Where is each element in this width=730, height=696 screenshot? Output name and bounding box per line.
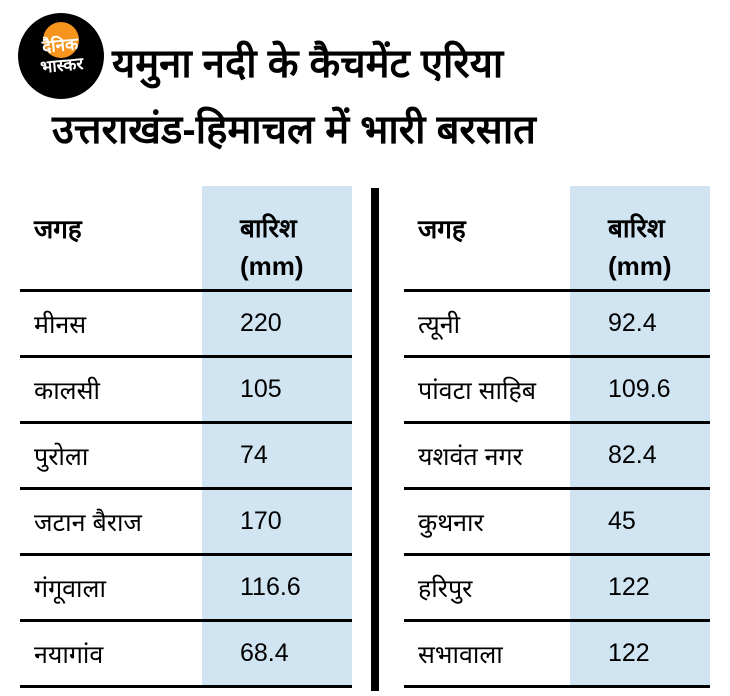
rain-value-cell: 105 <box>202 358 352 421</box>
table-header-row: जगह बारिश (mm) <box>404 186 710 292</box>
header-rain-line2: (mm) <box>240 250 304 281</box>
rain-value-cell: 116.6 <box>202 556 352 619</box>
header-rain-line1: बारिश <box>608 213 665 243</box>
rain-value-cell: 109.6 <box>570 358 710 421</box>
table-row: पांवटा साहिब 109.6 <box>404 358 710 424</box>
table-row: यशवंत नगर 82.4 <box>404 424 710 490</box>
header-rain: बारिश (mm) <box>570 186 710 289</box>
rain-value-cell: 68.4 <box>202 622 352 685</box>
rain-table-right: जगह बारिश (mm) त्यूनी 92.4 पांवटा साहिब … <box>404 186 710 688</box>
table-row: गंगूवाला 116.6 <box>20 556 352 622</box>
header-place: जगह <box>34 214 82 244</box>
place-cell: पुरोला <box>34 442 89 471</box>
table-row: नयागांव 68.4 <box>20 622 352 688</box>
logo-text-line2: भास्कर <box>39 54 85 77</box>
rain-value-cell: 82.4 <box>570 424 710 487</box>
rain-value-cell: 220 <box>202 292 352 355</box>
page-title-line1: यमुना नदी के कैचमेंट एरिया <box>112 42 504 86</box>
place-cell: त्यूनी <box>418 310 461 339</box>
table-header-row: जगह बारिश (mm) <box>20 186 352 292</box>
rain-value-cell: 45 <box>570 490 710 553</box>
header-place: जगह <box>418 214 466 244</box>
header-rain-line2: (mm) <box>608 250 672 281</box>
header-rain-line1: बारिश <box>240 213 297 243</box>
rain-value-cell: 122 <box>570 622 710 685</box>
place-cell: मीनस <box>34 310 87 339</box>
tables-area: जगह बारिश (mm) मीनस 220 कालसी 105 पुरोला… <box>0 186 730 696</box>
table-row: कालसी 105 <box>20 358 352 424</box>
table-row: कुथनार 45 <box>404 490 710 556</box>
table-row: मीनस 220 <box>20 292 352 358</box>
place-cell: हरिपुर <box>418 574 473 603</box>
place-cell: कुथनार <box>418 508 484 537</box>
rain-value-cell: 92.4 <box>570 292 710 355</box>
place-cell: पांवटा साहिब <box>418 376 536 405</box>
table-row: पुरोला 74 <box>20 424 352 490</box>
place-cell: सभावाला <box>418 640 503 669</box>
place-cell: नयागांव <box>34 640 104 669</box>
table-row: जटान बैराज 170 <box>20 490 352 556</box>
header-rain: बारिश (mm) <box>202 186 352 289</box>
dainik-bhaskar-logo: दैनिक भास्कर <box>18 13 104 99</box>
place-cell: जटान बैराज <box>34 508 142 537</box>
table-row: हरिपुर 122 <box>404 556 710 622</box>
page-title-line2: उत्तराखंड-हिमाचल में भारी बरसात <box>52 108 536 152</box>
logo-text: दैनिक भास्कर <box>18 13 104 99</box>
sun-icon <box>43 22 79 58</box>
table-row: त्यूनी 92.4 <box>404 292 710 358</box>
table-row: सभावाला 122 <box>404 622 710 688</box>
table-divider <box>371 188 379 691</box>
rain-value-cell: 170 <box>202 490 352 553</box>
place-cell: यशवंत नगर <box>418 442 523 471</box>
place-cell: कालसी <box>34 376 101 405</box>
header: दैनिक भास्कर यमुना नदी के कैचमेंट एरिया … <box>0 0 730 186</box>
rain-table-left: जगह बारिश (mm) मीनस 220 कालसी 105 पुरोला… <box>20 186 352 688</box>
rain-value-cell: 122 <box>570 556 710 619</box>
place-cell: गंगूवाला <box>34 574 106 603</box>
rain-value-cell: 74 <box>202 424 352 487</box>
